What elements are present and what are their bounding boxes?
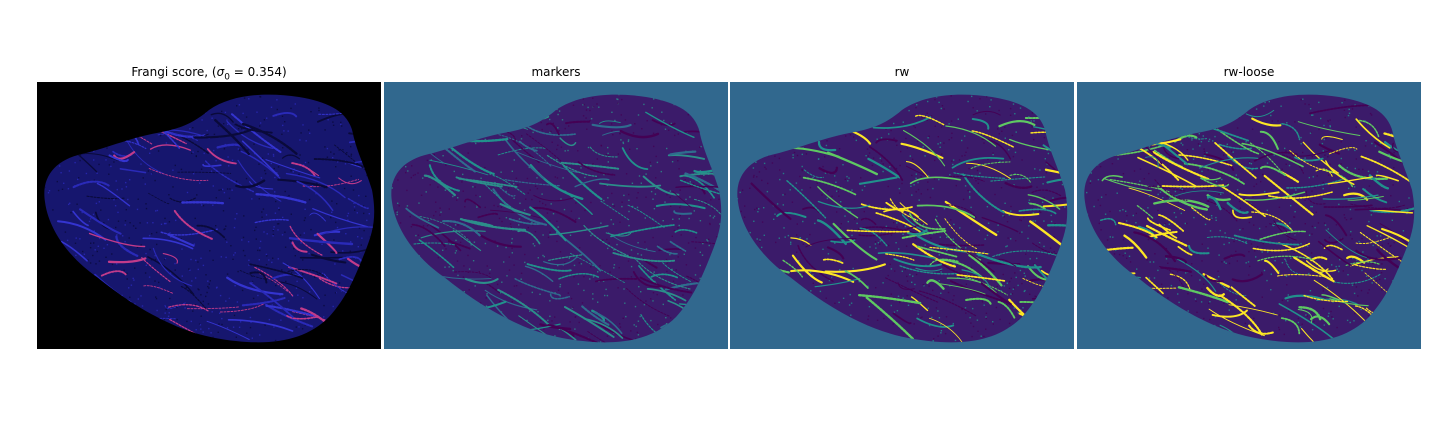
panel-title-markers: markers [384,65,728,79]
panel-title-rw: rw [730,65,1074,79]
rw-canvas [730,82,1074,349]
rw-loose-canvas [1077,82,1421,349]
frangi-score-image [37,82,381,349]
rw-loose-image [1077,82,1421,349]
markers-canvas [384,82,728,349]
frangi-score-canvas [37,82,381,349]
panel-title-frangi: Frangi score, (σ0 = 0.354) [37,65,381,82]
markers-image [384,82,728,349]
panel-title-rw-loose: rw-loose [1077,65,1421,79]
rw-image [730,82,1074,349]
